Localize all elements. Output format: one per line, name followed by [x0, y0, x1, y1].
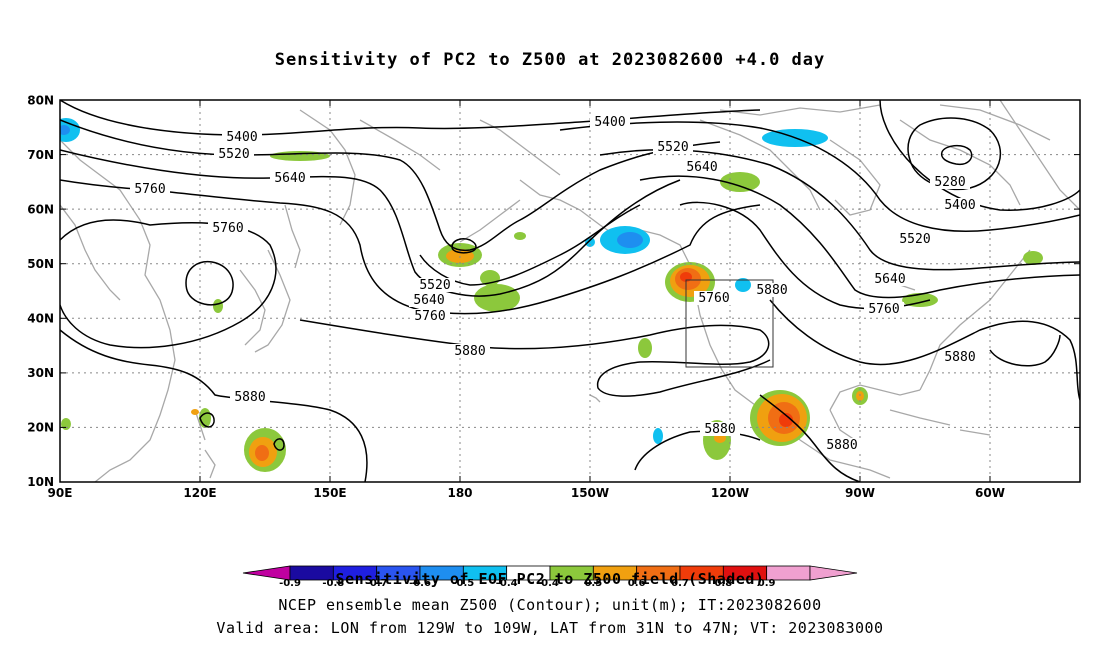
contour-label: 5520 — [419, 278, 450, 293]
contour-label: 5400 — [226, 130, 257, 145]
contour-line — [989, 334, 1061, 367]
contour-label: 5640 — [274, 171, 305, 186]
colorbar-label: 0.5 — [584, 578, 602, 589]
contour-line — [634, 430, 761, 471]
contour-label: 5880 — [454, 344, 485, 359]
contour-line — [60, 329, 368, 482]
contour-label: 5760 — [698, 291, 729, 306]
x-axis-labels: 90E 120E 150E 180 150W 120W 90W 60W — [48, 486, 1005, 500]
colorbar-label: -0.6 — [409, 578, 431, 589]
contour-line — [940, 144, 973, 166]
y-tick-label: 40N — [27, 312, 54, 326]
valid-area-box — [685, 279, 774, 368]
colorbar-label: -0.5 — [452, 578, 474, 589]
contour-line — [199, 412, 215, 428]
colorbar-label: 0.8 — [714, 578, 732, 589]
colorbar-label: 0.7 — [671, 578, 689, 589]
sensitivity-shading — [60, 118, 1043, 472]
contour-line — [599, 149, 1080, 271]
y-tick-label: 50N — [27, 257, 54, 271]
colorbar-label: -0.9 — [279, 578, 301, 589]
caption-shaded: Sensitivity of EOF PC2 to Z500 field (Sh… — [335, 570, 765, 588]
contour-label: 5880 — [944, 350, 975, 365]
contour-line — [60, 149, 681, 297]
contour-line — [60, 179, 761, 315]
contour-line — [639, 175, 1080, 299]
contour-label: 5760 — [134, 182, 165, 197]
contour-label: 5880 — [704, 422, 735, 437]
contour-label: 5640 — [874, 272, 905, 287]
x-tick-label: 90E — [48, 486, 73, 500]
contour-label: 5520 — [218, 147, 249, 162]
contour-label: 5760 — [212, 221, 243, 236]
frame-ticks — [60, 99, 1080, 482]
plot-title: Sensitivity of PC2 to Z500 at 2023082600… — [274, 50, 826, 70]
contour-line — [60, 100, 761, 136]
contour-label: 5280 — [934, 175, 965, 190]
colorbar: -0.9 -0.8 -0.7 -0.6 -0.5 -0.4 0.4 0.5 0.6 0.7 0.8 0… — [242, 565, 858, 589]
x-tick-label: 60W — [975, 486, 1005, 500]
colorbar-label: -0.8 — [322, 578, 344, 589]
y-tick-label: 10N — [27, 475, 54, 489]
y-axis-labels: 80N 70N 60N 50N 40N 30N 20N 10N — [27, 94, 54, 490]
x-tick-label: 150E — [313, 486, 346, 500]
contour-label: 5520 — [899, 232, 930, 247]
colorbar-label: 0.4 — [541, 578, 559, 589]
x-tick-label: 150W — [571, 486, 609, 500]
y-tick-label: 80N — [27, 94, 54, 108]
contour-line — [759, 394, 861, 482]
y-tick-label: 60N — [27, 203, 54, 217]
contour-line — [185, 260, 234, 306]
caption-valid-area: Valid area: LON from 129W to 109W, LAT f… — [216, 619, 884, 637]
x-tick-label: 90W — [845, 486, 875, 500]
colorbar-label: -0.7 — [366, 578, 388, 589]
colorbar-label: -0.4 — [496, 578, 518, 589]
contour-line — [879, 100, 1080, 211]
contour-line — [273, 438, 285, 451]
contour-labels: 5400 5520 5640 5760 5760 5400 5520 5640 … — [130, 115, 980, 453]
x-tick-label: 120E — [183, 486, 216, 500]
z500-contours — [60, 100, 1080, 482]
contour-label: 5640 — [686, 160, 717, 175]
colorbar-label: 0.6 — [628, 578, 646, 589]
contour-line — [907, 117, 1001, 191]
contour-line — [559, 121, 1080, 232]
contour-label: 5880 — [234, 390, 265, 405]
x-tick-label: 120W — [711, 486, 749, 500]
plot-frame — [59, 99, 1081, 483]
plot-area — [60, 100, 1080, 482]
colorbar-label: 0.9 — [758, 578, 776, 589]
contour-line — [419, 204, 641, 286]
contour-label: 5880 — [756, 283, 787, 298]
contour-label: 5760 — [414, 309, 445, 324]
y-tick-label: 30N — [27, 366, 54, 380]
y-tick-label: 70N — [27, 148, 54, 162]
contour-label: 5400 — [594, 115, 625, 130]
caption-contour: NCEP ensemble mean Z500 (Contour); unit(… — [278, 596, 822, 614]
contour-line — [451, 238, 477, 254]
contour-label: 5640 — [413, 293, 444, 308]
contour-line — [769, 299, 1080, 401]
contour-line — [60, 219, 277, 349]
y-tick-label: 20N — [27, 421, 54, 435]
contour-label: 5520 — [657, 140, 688, 155]
x-tick-label: 180 — [447, 486, 472, 500]
colorbar-high-arrow — [809, 565, 858, 581]
contour-label: 5880 — [826, 438, 857, 453]
contour-label: 5400 — [944, 198, 975, 213]
contour-label: 5760 — [868, 302, 899, 317]
